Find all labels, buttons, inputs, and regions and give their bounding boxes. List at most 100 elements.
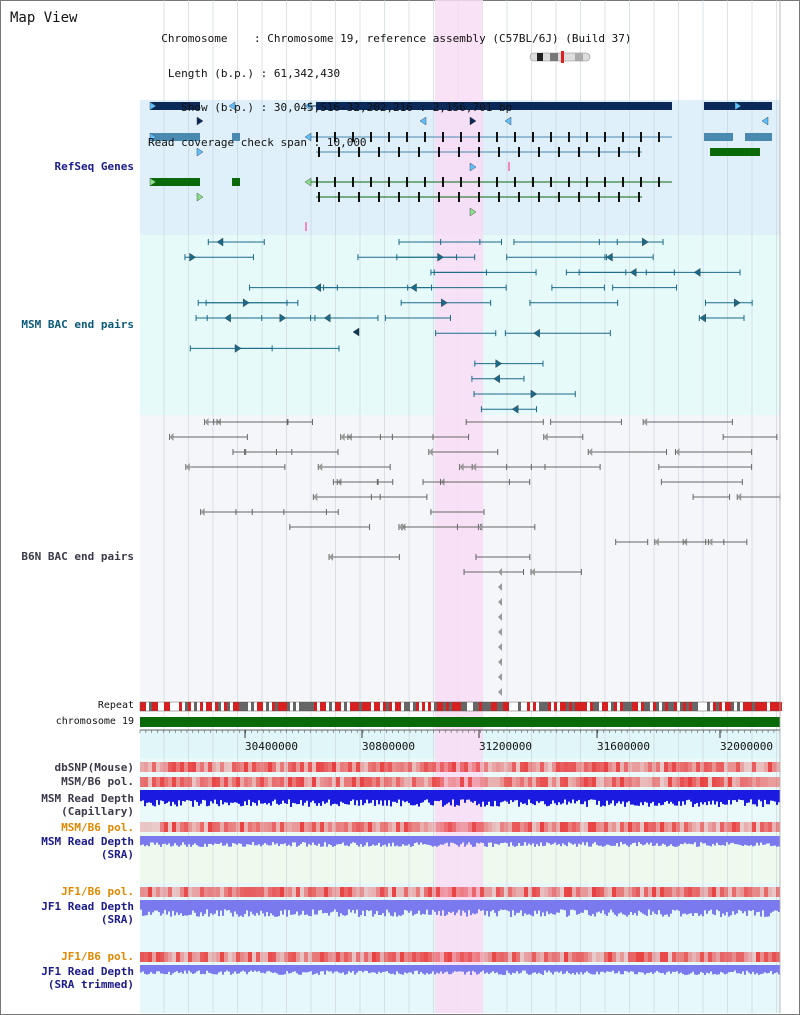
msm-pol2-heat-cell[interactable] xyxy=(220,822,224,832)
jf1-sra-depth-bar[interactable] xyxy=(384,900,386,917)
msm-sra-depth-bar[interactable] xyxy=(192,836,194,845)
msm-pol-heat-cell[interactable] xyxy=(584,777,588,787)
msm-capillary-depth-bar[interactable] xyxy=(436,790,438,801)
jf1-pol2-heat-cell[interactable] xyxy=(736,952,740,962)
msm-capillary-depth-bar[interactable] xyxy=(778,790,780,803)
jf1-sra-depth-bar[interactable] xyxy=(580,900,582,913)
msm-sra-depth-bar[interactable] xyxy=(698,836,700,847)
jf1-pol-heat-cell[interactable] xyxy=(752,887,756,897)
jf1-pol-heat-cell[interactable] xyxy=(356,887,360,897)
repeat-element[interactable] xyxy=(239,702,242,711)
jf1-trim-depth-bar[interactable] xyxy=(566,965,568,972)
repeat-element[interactable] xyxy=(674,702,677,711)
msm-capillary-depth-bar[interactable] xyxy=(570,790,572,804)
msm-capillary-depth-bar[interactable] xyxy=(358,790,360,806)
jf1-sra-depth-bar[interactable] xyxy=(742,900,744,914)
msm-pol-heat-cell[interactable] xyxy=(312,777,316,787)
msm-sra-depth-bar[interactable] xyxy=(328,836,330,845)
jf1-sra-depth-bar[interactable] xyxy=(296,900,298,912)
jf1-sra-depth-bar[interactable] xyxy=(752,900,754,911)
msm-sra-depth-bar[interactable] xyxy=(324,836,326,843)
jf1-sra-depth-bar[interactable] xyxy=(454,900,456,916)
jf1-pol2-heat-cell[interactable] xyxy=(336,952,340,962)
msm-sra-depth-bar[interactable] xyxy=(306,836,308,847)
jf1-pol2-heat-cell[interactable] xyxy=(360,952,364,962)
repeat-element[interactable] xyxy=(314,702,317,711)
track-label-msm-depth[interactable]: MSM Read Depth xyxy=(41,792,134,805)
msm-sra-depth-bar[interactable] xyxy=(750,836,752,846)
dbsnp-heat-cell[interactable] xyxy=(648,762,652,772)
jf1-trim-depth-bar[interactable] xyxy=(650,965,652,973)
msm-pol2-heat-cell[interactable] xyxy=(196,822,200,832)
jf1-trim-depth-bar[interactable] xyxy=(340,965,342,974)
jf1-pol-heat-cell[interactable] xyxy=(504,887,508,897)
exon-tick[interactable] xyxy=(558,192,560,202)
msm-capillary-depth-bar[interactable] xyxy=(356,790,358,801)
jf1-trim-depth-bar[interactable] xyxy=(430,965,432,974)
msm-sra-depth-bar[interactable] xyxy=(252,836,254,843)
jf1-pol-heat-cell[interactable] xyxy=(204,887,208,897)
jf1-trim-depth-bar[interactable] xyxy=(344,965,346,975)
dbsnp-heat-cell[interactable] xyxy=(276,762,280,772)
jf1-pol2-heat-cell[interactable] xyxy=(588,952,592,962)
jf1-pol-heat-cell[interactable] xyxy=(428,887,432,897)
msm-pol2-heat-cell[interactable] xyxy=(464,822,468,832)
jf1-sra-depth-bar[interactable] xyxy=(282,900,284,915)
jf1-pol-heat-cell[interactable] xyxy=(772,887,776,897)
dbsnp-heat-cell[interactable] xyxy=(204,762,208,772)
jf1-pol2-heat-cell[interactable] xyxy=(364,952,368,962)
msm-capillary-depth-bar[interactable] xyxy=(484,790,486,807)
jf1-sra-depth-bar[interactable] xyxy=(548,900,550,915)
jf1-sra-depth-bar[interactable] xyxy=(710,900,712,910)
msm-capillary-depth-bar[interactable] xyxy=(714,790,716,805)
dbsnp-heat-cell[interactable] xyxy=(388,762,392,772)
jf1-pol2-heat-cell[interactable] xyxy=(584,952,588,962)
jf1-pol-heat-cell[interactable] xyxy=(616,887,620,897)
jf1-sra-depth-bar[interactable] xyxy=(300,900,302,915)
msm-pol2-heat-cell[interactable] xyxy=(472,822,476,832)
msm-pol2-heat-cell[interactable] xyxy=(620,822,624,832)
msm-sra-depth-bar[interactable] xyxy=(402,836,404,845)
jf1-sra-depth-bar[interactable] xyxy=(590,900,592,916)
jf1-pol-heat-cell[interactable] xyxy=(168,887,172,897)
gene-exon[interactable] xyxy=(150,102,200,110)
msm-pol-heat-cell[interactable] xyxy=(680,777,684,787)
jf1-pol2-heat-cell[interactable] xyxy=(680,952,684,962)
jf1-pol2-heat-cell[interactable] xyxy=(624,952,628,962)
jf1-sra-depth-bar[interactable] xyxy=(568,900,570,916)
jf1-sra-depth-bar[interactable] xyxy=(206,900,208,910)
jf1-sra-depth-bar[interactable] xyxy=(432,900,434,910)
msm-capillary-depth-bar[interactable] xyxy=(194,790,196,801)
jf1-trim-depth-bar[interactable] xyxy=(176,965,178,972)
msm-pol2-heat-cell[interactable] xyxy=(200,822,204,832)
jf1-sra-depth-bar[interactable] xyxy=(546,900,548,912)
jf1-pol-heat-cell[interactable] xyxy=(232,887,236,897)
msm-sra-depth-bar[interactable] xyxy=(620,836,622,843)
jf1-pol-heat-cell[interactable] xyxy=(276,887,280,897)
repeat-element[interactable] xyxy=(404,702,407,711)
msm-sra-depth-bar[interactable] xyxy=(604,836,606,846)
msm-pol-heat-cell[interactable] xyxy=(732,777,736,787)
exon-tick[interactable] xyxy=(388,132,390,142)
msm-pol-heat-cell[interactable] xyxy=(572,777,576,787)
jf1-trim-depth-bar[interactable] xyxy=(206,965,208,971)
jf1-trim-depth-bar[interactable] xyxy=(732,965,734,972)
msm-pol-heat-cell[interactable] xyxy=(628,777,632,787)
exon-tick[interactable] xyxy=(498,147,500,157)
jf1-pol-heat-cell[interactable] xyxy=(448,887,452,897)
msm-pol-heat-cell[interactable] xyxy=(724,777,728,787)
msm-sra-depth-bar[interactable] xyxy=(296,836,298,847)
repeat-element[interactable] xyxy=(512,702,515,711)
msm-sra-depth-bar[interactable] xyxy=(652,836,654,847)
exon-tick[interactable] xyxy=(358,192,360,202)
jf1-sra-depth-bar[interactable] xyxy=(536,900,538,914)
msm-pol-heat-cell[interactable] xyxy=(556,777,560,787)
msm-sra-depth-bar[interactable] xyxy=(378,836,380,844)
jf1-trim-depth-bar[interactable] xyxy=(750,965,752,975)
dbsnp-heat-cell[interactable] xyxy=(320,762,324,772)
msm-sra-depth-bar[interactable] xyxy=(416,836,418,843)
jf1-sra-depth-bar[interactable] xyxy=(472,900,474,914)
jf1-pol2-heat-cell[interactable] xyxy=(248,952,252,962)
jf1-pol2-heat-cell[interactable] xyxy=(284,952,288,962)
repeat-element[interactable] xyxy=(446,702,449,711)
